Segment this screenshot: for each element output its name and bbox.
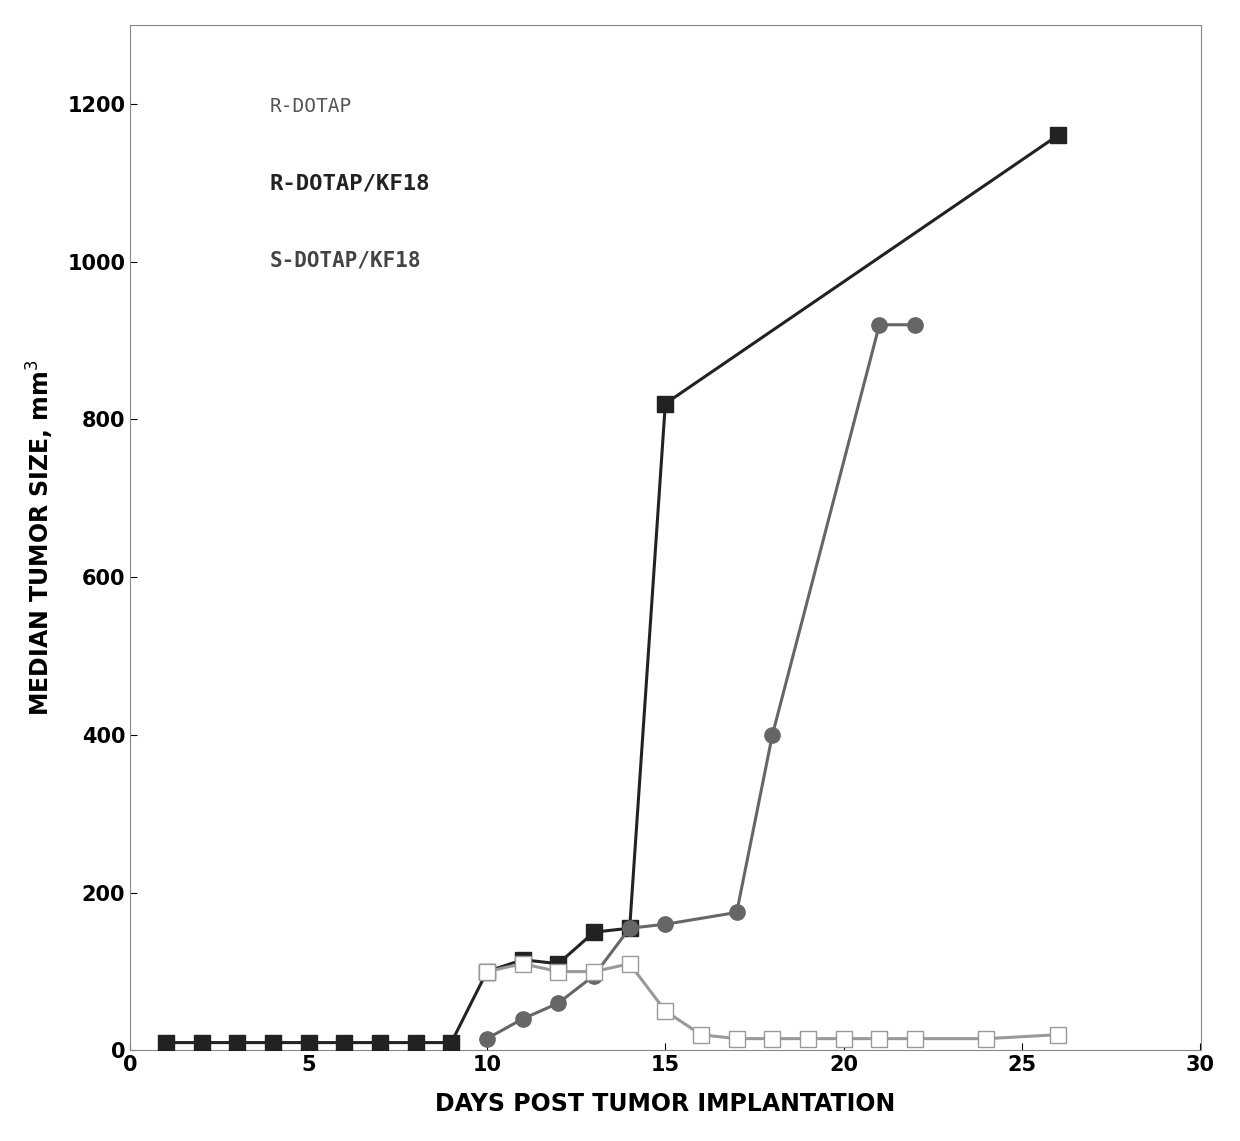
Text: R-DOTAP/KF18: R-DOTAP/KF18 [269, 173, 430, 194]
Text: R-DOTAP: R-DOTAP [269, 97, 352, 115]
X-axis label: DAYS POST TUMOR IMPLANTATION: DAYS POST TUMOR IMPLANTATION [435, 1092, 895, 1116]
Text: S-DOTAP/KF18: S-DOTAP/KF18 [269, 251, 420, 270]
Y-axis label: MEDIAN TUMOR SIZE, mm$^{3}$: MEDIAN TUMOR SIZE, mm$^{3}$ [25, 359, 56, 717]
